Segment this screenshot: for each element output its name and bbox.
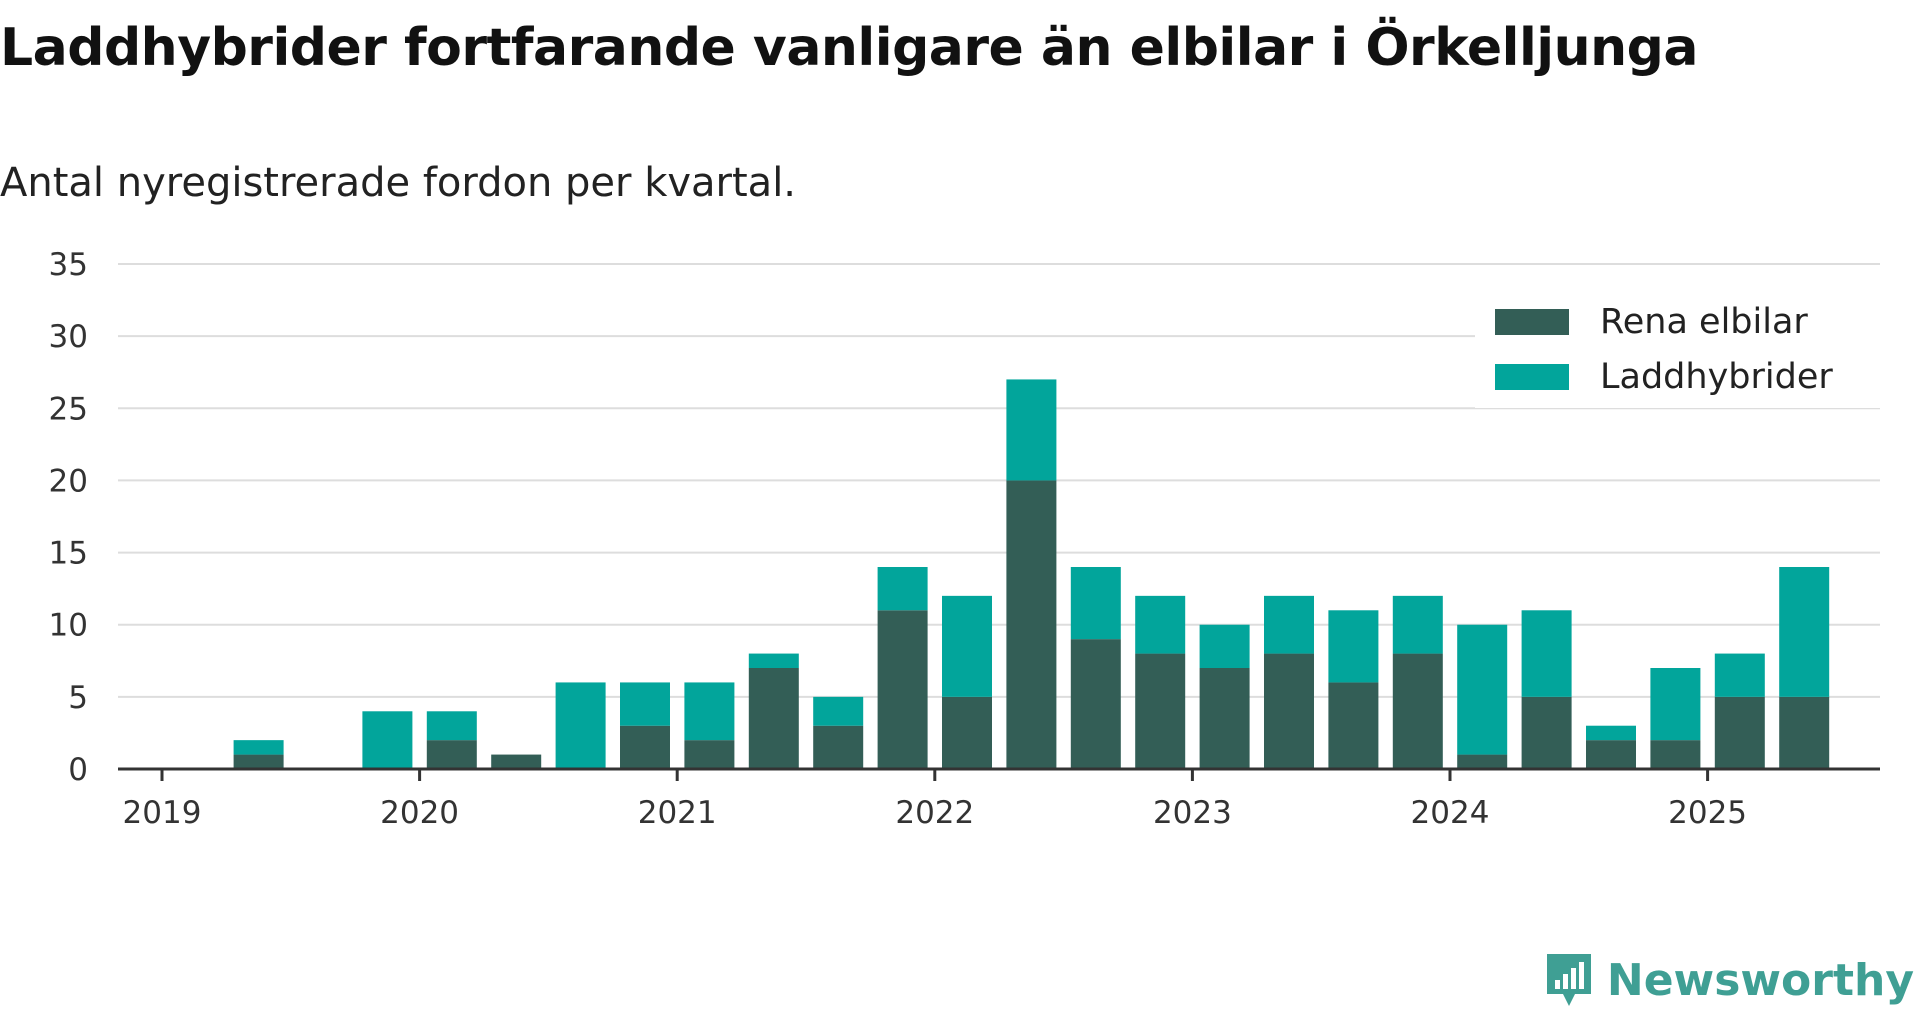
y-tick-label: 20 — [49, 463, 88, 499]
x-tick-label: 2021 — [638, 795, 717, 831]
bar-laddhybrider — [555, 682, 606, 769]
x-tick-label: 2023 — [1153, 795, 1232, 831]
chart-subtitle: Antal nyregistrerade fordon per kvartal. — [0, 160, 797, 206]
bar-rena-elbilar — [1264, 653, 1314, 769]
x-tick-label: 2025 — [1668, 795, 1747, 831]
bar-laddhybrider — [1328, 610, 1379, 683]
bar-rena-elbilar — [1328, 682, 1379, 769]
x-tick-label: 2020 — [380, 795, 459, 831]
legend-label-rena-elbilar: Rena elbilar — [1600, 302, 1808, 342]
bar-laddhybrider — [1199, 624, 1250, 668]
bar-rena-elbilar — [1006, 480, 1057, 769]
bar-laddhybrider — [1457, 624, 1508, 755]
x-tick-label: 2024 — [1411, 795, 1490, 831]
bar-rena-elbilar — [1521, 696, 1572, 769]
bar-rena-elbilar — [233, 754, 284, 769]
bar-rena-elbilar — [620, 725, 670, 769]
y-tick-label: 30 — [49, 319, 88, 355]
brand-name: Newsworthy — [1606, 954, 1914, 1006]
bar-rena-elbilar — [684, 740, 735, 769]
y-tick-label: 5 — [68, 680, 88, 716]
bar-rena-elbilar — [748, 668, 799, 769]
bar-laddhybrider — [1650, 668, 1701, 741]
bar-laddhybrider — [748, 653, 799, 668]
legend-label-laddhybrider: Laddhybrider — [1600, 357, 1833, 397]
bar-rena-elbilar — [942, 696, 992, 769]
bar-laddhybrider — [1521, 610, 1572, 697]
legend-swatch-laddhybrider — [1495, 364, 1569, 390]
legend: Rena elbilar Laddhybrider — [1475, 290, 1880, 408]
bar-laddhybrider — [362, 711, 413, 769]
bar-rena-elbilar — [1392, 653, 1443, 769]
bar-laddhybrider — [1006, 379, 1057, 481]
x-tick-label: 2019 — [123, 795, 202, 831]
bar-rena-elbilar — [1714, 696, 1765, 769]
legend-swatch-rena-elbilar — [1495, 309, 1569, 335]
y-tick-label: 10 — [49, 608, 88, 644]
bar-laddhybrider — [233, 740, 284, 755]
y-tick-label: 25 — [49, 391, 88, 427]
x-axis: 2019 2020 2021 2022 2023 2024 2025 — [118, 767, 1880, 831]
bar-laddhybrider — [813, 696, 864, 726]
bar-laddhybrider — [684, 682, 735, 741]
bar-rena-elbilar — [813, 725, 864, 769]
newsworthy-logo-icon — [1546, 954, 1591, 1006]
bar-laddhybrider — [426, 711, 477, 741]
y-tick-label: 15 — [49, 536, 88, 572]
bar-laddhybrider — [1392, 595, 1443, 654]
bar-laddhybrider — [1586, 725, 1636, 741]
y-tick-label: 0 — [68, 752, 88, 788]
bar-rena-elbilar — [1199, 668, 1250, 769]
bar-rena-elbilar — [1457, 754, 1508, 769]
y-tick-label: 35 — [49, 247, 88, 283]
bar-laddhybrider — [942, 595, 992, 697]
bar-rena-elbilar — [491, 754, 542, 769]
x-tick-label: 2022 — [895, 795, 974, 831]
bar-laddhybrider — [1779, 567, 1830, 697]
bar-rena-elbilar — [1586, 740, 1636, 769]
bar-rena-elbilar — [1779, 696, 1830, 769]
brand-logo: Newsworthy — [1543, 950, 1914, 1010]
bar-laddhybrider — [1070, 567, 1121, 640]
bar-rena-elbilar — [877, 610, 928, 769]
bar-laddhybrider — [1135, 595, 1186, 654]
bar-laddhybrider — [1714, 653, 1765, 697]
bar-laddhybrider — [1264, 595, 1314, 654]
bar-rena-elbilar — [426, 740, 477, 769]
bar-rena-elbilar — [1135, 653, 1186, 769]
chart-title: Laddhybrider fortfarande vanligare än el… — [0, 18, 1698, 78]
bar-laddhybrider — [620, 682, 670, 726]
bar-laddhybrider — [877, 567, 928, 611]
y-axis-ticks: 0 5 10 15 20 25 30 35 — [49, 247, 88, 788]
bars — [233, 379, 1830, 769]
bar-rena-elbilar — [1070, 639, 1121, 769]
bar-rena-elbilar — [1650, 740, 1701, 769]
